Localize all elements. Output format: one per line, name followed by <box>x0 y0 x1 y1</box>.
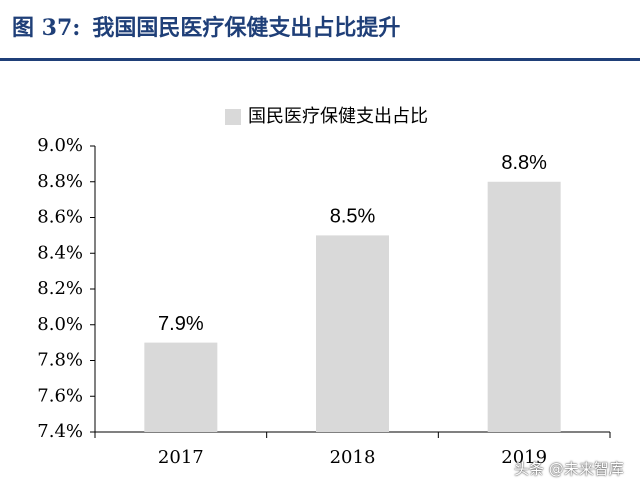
legend-swatch <box>225 109 241 125</box>
x-tick-label: 2018 <box>330 447 376 468</box>
data-label: 7.9% <box>158 313 204 335</box>
bar <box>487 181 561 432</box>
figure-title: 图 37: 我国国民医疗保健支出占比提升 <box>0 0 640 56</box>
x-tick-label: 2019 <box>501 447 547 468</box>
data-label: 8.8% <box>501 152 547 174</box>
y-tick-label: 8.0% <box>37 314 83 335</box>
legend-label: 国民医疗保健支出占比 <box>248 106 428 127</box>
watermark: 头条 @未来智库 <box>514 460 624 478</box>
y-tick-label: 9.0% <box>37 135 83 156</box>
y-tick-label: 8.8% <box>37 171 83 192</box>
y-tick-label: 7.6% <box>37 385 83 406</box>
y-tick-label: 8.2% <box>37 278 83 299</box>
y-tick-label: 8.4% <box>37 242 83 263</box>
figure-title-text: 我国国民医疗保健支出占比提升 <box>92 15 401 41</box>
y-tick-label: 8.6% <box>37 207 83 228</box>
title-rule <box>0 58 640 61</box>
y-tick-label: 7.8% <box>37 350 83 371</box>
x-tick-label: 2017 <box>158 447 204 468</box>
data-label: 8.5% <box>330 206 376 228</box>
y-tick-label: 7.4% <box>37 421 83 442</box>
bar <box>316 235 389 432</box>
bar <box>144 342 218 432</box>
figure-label: 图 37: <box>12 15 81 41</box>
